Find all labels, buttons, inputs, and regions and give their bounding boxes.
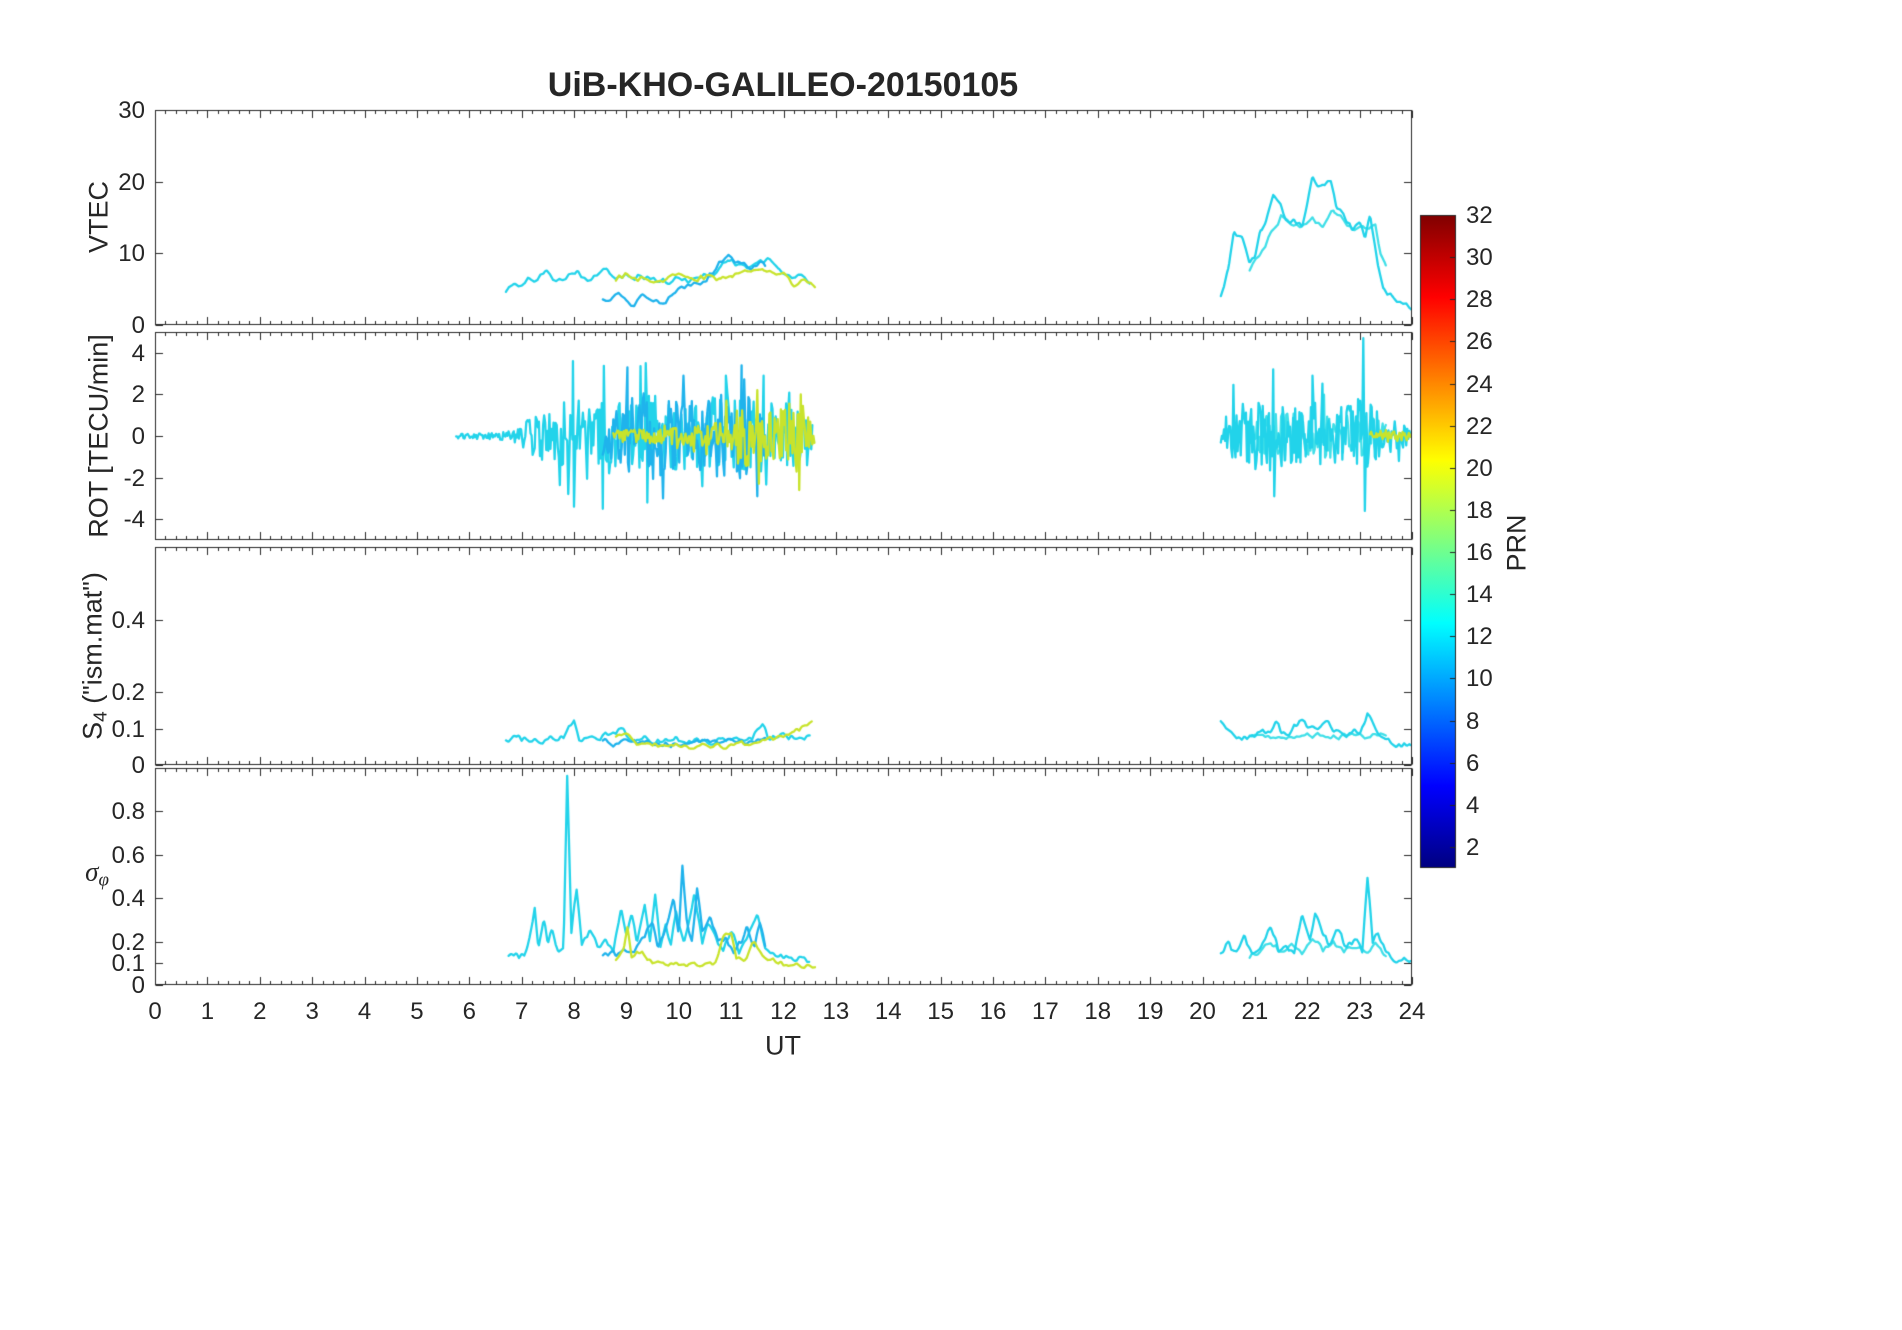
sigma-symbol: σ <box>85 856 99 887</box>
ylabel-vtec: VTEC <box>83 180 114 254</box>
colorbar-tick-label: 26 <box>1466 327 1493 355</box>
x-tick-label: 13 <box>822 998 850 1025</box>
x-tick-label: 1 <box>200 998 215 1025</box>
x-tick-label: 10 <box>665 998 693 1025</box>
x-tick-label: 19 <box>1136 998 1164 1025</box>
y-tick-label: 4 <box>131 339 145 367</box>
y-tick-label: 0.2 <box>111 678 145 706</box>
colorbar-tick-label: 28 <box>1466 285 1493 313</box>
y-tick-label: 2 <box>131 380 145 408</box>
colorbar-tick-label: 22 <box>1466 412 1493 440</box>
colorbar-tick-label: 16 <box>1466 538 1493 566</box>
x-tick-label: 18 <box>1084 998 1112 1025</box>
x-tick-label: 5 <box>410 998 424 1025</box>
x-tick-label: 0 <box>148 998 162 1025</box>
y-tick-label: 0.1 <box>111 715 145 743</box>
y-tick-label: 0 <box>131 311 145 339</box>
colorbar-tick-label: 4 <box>1466 791 1480 819</box>
x-tick-label: 20 <box>1189 998 1216 1025</box>
colorbar-tick-label: 30 <box>1466 243 1493 271</box>
x-tick-label: 23 <box>1346 998 1373 1025</box>
colorbar-tick-label: 12 <box>1466 622 1493 650</box>
x-tick-label: 7 <box>514 998 529 1025</box>
x-tick-label: 24 <box>1398 998 1426 1025</box>
chart-title: UiB-KHO-GALILEO-20150105 <box>547 66 1019 104</box>
x-tick-label: 6 <box>462 998 476 1025</box>
colorbar-tick-label: 18 <box>1466 496 1493 524</box>
colorbar-tick-label: 8 <box>1466 707 1480 735</box>
x-tick-label: 22 <box>1293 998 1321 1025</box>
y-tick-label: 0 <box>131 751 145 779</box>
y-tick-label: 30 <box>118 96 145 124</box>
x-tick-label: 4 <box>357 998 372 1025</box>
y-tick-label: -4 <box>123 505 145 533</box>
x-tick-label: 3 <box>305 998 319 1025</box>
colorbar-tick-label: 14 <box>1466 580 1493 608</box>
x-tick-label: 2 <box>253 998 267 1025</box>
y-tick-label: 0.4 <box>111 884 145 912</box>
x-tick-label: 8 <box>567 998 581 1025</box>
phi-subscript: φ <box>98 869 109 891</box>
ylabel-s4-sub: 4 <box>90 711 112 722</box>
x-tick-label: 21 <box>1241 998 1269 1025</box>
x-tick-label: 17 <box>1032 998 1059 1025</box>
x-tick-label: 12 <box>770 998 797 1025</box>
y-tick-label: 20 <box>118 168 145 196</box>
colorbar-tick-label: 2 <box>1466 833 1480 861</box>
y-tick-label: 10 <box>118 239 145 267</box>
y-tick-label: 0.1 <box>111 949 145 977</box>
x-tick-label: 11 <box>718 998 744 1025</box>
y-tick-label: 0.4 <box>111 606 145 634</box>
y-tick-label: 0 <box>131 422 145 450</box>
colorbar-tick-label: 10 <box>1466 664 1493 692</box>
colorbar-tick-label: 6 <box>1466 749 1480 777</box>
x-tick-label: 16 <box>979 998 1007 1025</box>
y-tick-label: -2 <box>123 464 145 492</box>
x-tick-label: 9 <box>619 998 634 1025</box>
colorbar-label-prn: PRN <box>1501 514 1532 572</box>
x-tick-label: 15 <box>927 998 954 1025</box>
ylabel-rot: ROT [TECU/min] <box>83 334 114 538</box>
ylabel-s4-base: S <box>77 721 108 740</box>
xlabel-ut: UT <box>765 1030 801 1061</box>
colorbar-tick-label: 32 <box>1466 201 1493 229</box>
y-tick-label: 0.6 <box>111 841 145 869</box>
ylabel-s4-rest: ("ism.mat") <box>77 572 108 712</box>
y-tick-label: 0.2 <box>111 928 145 956</box>
ylabel-s4: S4 ("ism.mat") <box>78 572 113 740</box>
ylabel-sigma-phi: σφ <box>85 857 109 892</box>
colorbar-tick-label: 20 <box>1466 454 1493 482</box>
y-tick-label: 0.8 <box>111 797 145 825</box>
y-tick-label: 0 <box>131 971 145 999</box>
colorbar-tick-label: 24 <box>1466 370 1493 398</box>
x-tick-label: 14 <box>874 998 902 1025</box>
